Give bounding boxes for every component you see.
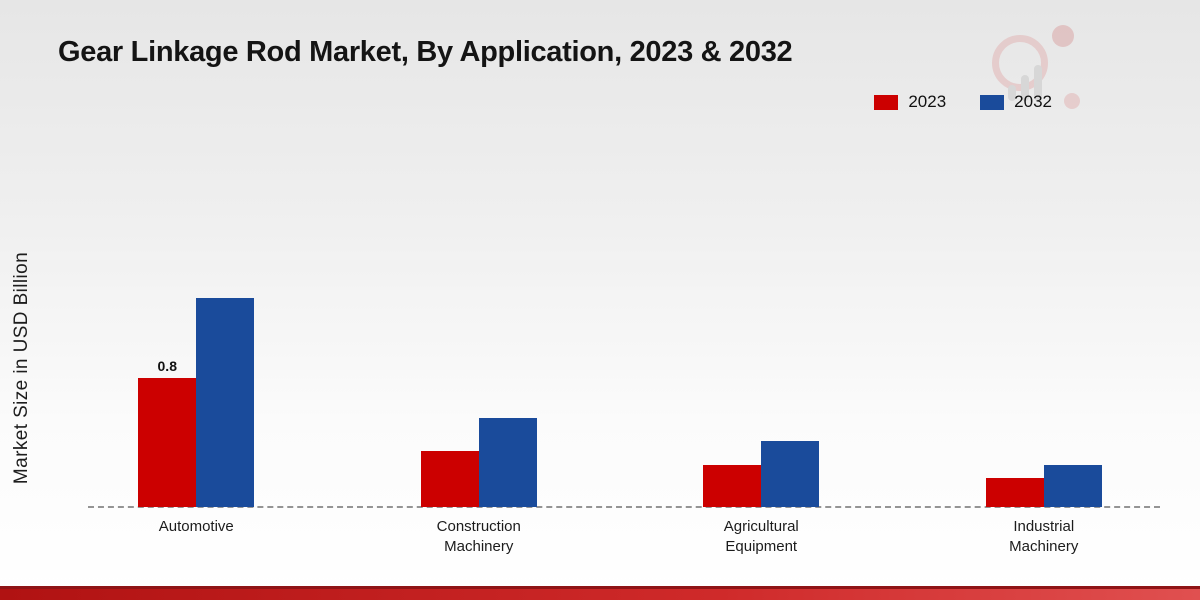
bar-2023: [985, 478, 1044, 507]
bar-2023: 0.8: [138, 358, 197, 507]
logo-ring-icon: [992, 35, 1048, 91]
logo-bar-chart-icon: [1008, 65, 1042, 101]
category-label: Automotive: [158, 518, 234, 535]
brand-logo: [990, 25, 1080, 115]
bar-2032: [196, 298, 255, 507]
legend-label: 2032: [1014, 92, 1052, 111]
zero-baseline: [88, 506, 1160, 508]
category-label: Construction Machinery: [436, 518, 521, 556]
bar-2032: [761, 441, 820, 507]
category-label: Industrial Machinery: [1009, 518, 1079, 556]
bar-2032: [1043, 465, 1102, 507]
bar-group: Industrial Machinery: [903, 267, 1186, 555]
bar-2023: [703, 465, 762, 507]
bar-2032: [478, 418, 537, 507]
bar-group: Construction Machinery: [338, 267, 621, 555]
bar-value-label: 0.8: [157, 358, 177, 374]
bar-2023: [420, 451, 479, 507]
legend-item-2032: 2032: [980, 92, 1052, 112]
bar-group: Agricultural Equipment: [620, 267, 903, 555]
logo-dot-small-icon: [1064, 93, 1080, 109]
legend-swatch: [980, 94, 1005, 110]
category-label: Agricultural Equipment: [723, 518, 799, 556]
footer-accent-line: [0, 586, 1200, 589]
legend: 2023 2032: [874, 92, 1052, 112]
bar-group: 0.8 Automotive: [55, 267, 338, 535]
footer-accent-bar: [0, 589, 1200, 600]
legend-item-2023: 2023: [874, 92, 946, 112]
y-axis-label: Market Size in USD Billion: [11, 251, 32, 485]
logo-dot-icon: [1052, 25, 1074, 47]
bar-groups: 0.8 Automotive Construction Machinery Agric…: [55, 267, 1186, 555]
chart-title: Gear Linkage Rod Market, By Application,…: [58, 36, 793, 68]
legend-swatch: [874, 94, 899, 110]
legend-label: 2023: [908, 92, 947, 111]
